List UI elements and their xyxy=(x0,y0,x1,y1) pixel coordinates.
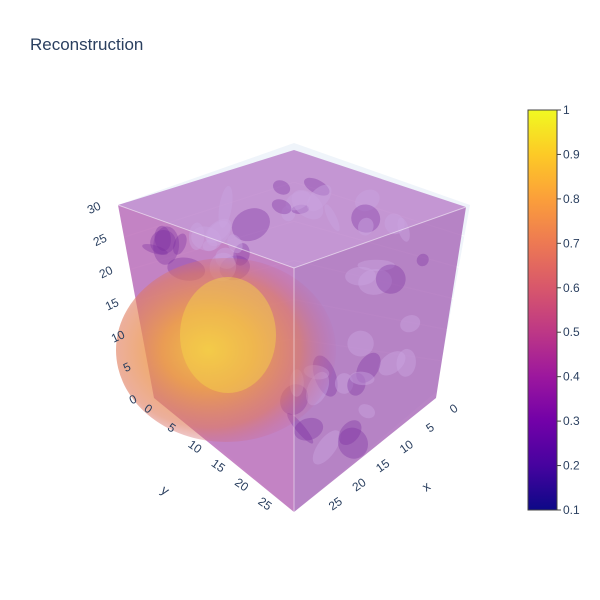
x-axis-title: x xyxy=(419,478,433,494)
colorbar-tick-label: 1 xyxy=(563,103,570,117)
volume-right-face xyxy=(294,207,466,512)
high-value-region xyxy=(116,258,336,442)
colorbar-tick-label: 0.8 xyxy=(563,192,580,206)
colorbar-tick-label: 0.9 xyxy=(563,147,580,161)
x-tick-label: 25 xyxy=(326,494,345,513)
z-tick-label: 20 xyxy=(97,263,115,281)
colorbar-tick-label: 0.5 xyxy=(563,325,580,339)
y-axis-title: y xyxy=(158,482,172,498)
y-tick-label: 15 xyxy=(209,456,228,475)
colorbar-tick-label: 0.2 xyxy=(563,459,580,473)
x-tick-label: 10 xyxy=(397,437,416,456)
chart-title: Reconstruction xyxy=(30,35,143,54)
colorbar-tick-label: 0.3 xyxy=(563,414,580,428)
z-tick-label: 25 xyxy=(91,231,109,249)
colorbar-tick-label: 0.7 xyxy=(563,236,580,250)
x-tick-label: 20 xyxy=(350,475,369,494)
z-tick-label: 30 xyxy=(85,199,103,217)
y-tick-label: 10 xyxy=(185,437,204,456)
colorbar-gradient xyxy=(527,109,558,511)
x-tick-label: 0 xyxy=(447,401,461,416)
x-tick-label: 5 xyxy=(423,420,437,435)
high-value-core xyxy=(180,277,276,393)
volume-top-face xyxy=(118,150,466,268)
colorbar-tick-label: 0.6 xyxy=(563,281,580,295)
x-tick-label: 15 xyxy=(373,456,392,475)
z-tick-label: 15 xyxy=(103,295,121,313)
colorbar-tick-label: 0.4 xyxy=(563,370,580,384)
y-tick-label: 25 xyxy=(255,494,274,513)
colorbar-ticks: 1 0.9 0.8 0.7 0.6 0.5 0.4 0.3 0.2 0.1 xyxy=(557,103,580,517)
colorbar: 1 0.9 0.8 0.7 0.6 0.5 0.4 0.3 0.2 0.1 xyxy=(527,103,580,517)
colorbar-tick-label: 0.1 xyxy=(563,503,580,517)
y-tick-label: 20 xyxy=(232,475,251,494)
z-tick-label: 10 xyxy=(109,327,127,345)
